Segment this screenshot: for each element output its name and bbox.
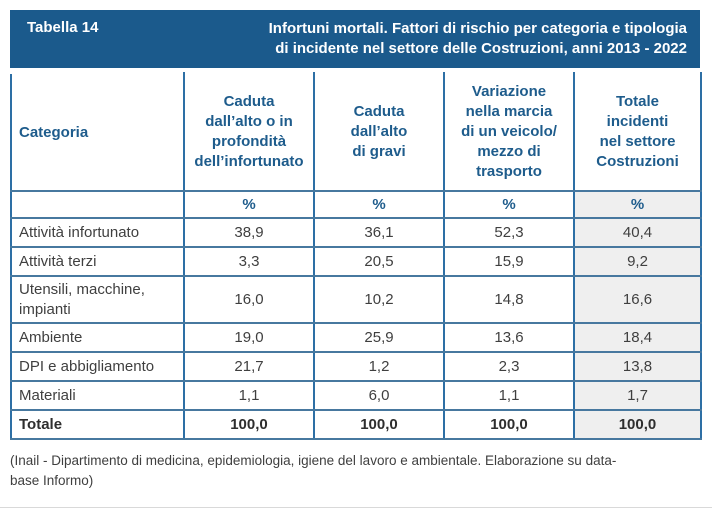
category-cell: Attività terzi <box>10 246 185 277</box>
table-row-utensili-macchine-impianti: Utensili, macchine, impianti 16,0 10,2 1… <box>10 275 702 324</box>
value-cell: 3,3 <box>183 246 315 277</box>
value-cell: 15,9 <box>443 246 575 277</box>
column-header-caduta-gravi: Caduta dall’alto di gravi <box>313 72 445 192</box>
value-cell: 19,0 <box>183 322 315 353</box>
value-cell: 100,0 <box>183 409 315 440</box>
table-row-materiali: Materiali 1,1 6,0 1,1 1,7 <box>10 380 702 411</box>
value-cell: 25,9 <box>313 322 445 353</box>
value-cell-total: 100,0 <box>573 409 702 440</box>
value-cell: 1,1 <box>183 380 315 411</box>
table-row-ambiente: Ambiente 19,0 25,9 13,6 18,4 <box>10 322 702 353</box>
category-column-header: Categoria <box>10 72 185 192</box>
value-cell-total: 16,6 <box>573 275 702 324</box>
source-note-line1: (Inail - Dipartimento di medicina, epide… <box>10 453 617 468</box>
unit-cell-total: % <box>573 190 702 219</box>
value-cell: 1,1 <box>443 380 575 411</box>
category-cell: Totale <box>10 409 185 440</box>
risk-factors-table: Categoria Caduta dall’alto o in profondi… <box>10 72 702 440</box>
value-cell: 16,0 <box>183 275 315 324</box>
value-cell: 1,2 <box>313 351 445 382</box>
column-header-variazione-marcia: Variazione nella marcia di un veicolo/ m… <box>443 72 575 192</box>
value-cell: 21,7 <box>183 351 315 382</box>
value-cell: 52,3 <box>443 217 575 248</box>
category-cell: Attività infortunato <box>10 217 185 248</box>
table-number: Tabella 14 <box>27 19 99 36</box>
unit-cell: % <box>443 190 575 219</box>
unit-cell: % <box>313 190 445 219</box>
unit-cell-empty <box>10 190 185 219</box>
page-bottom-divider <box>0 507 712 508</box>
column-header-totale-incidenti: Totale incidenti nel settore Costruzioni <box>573 72 702 192</box>
table-title-line1: Infortuni mortali. Fattori di rischio pe… <box>268 20 687 37</box>
value-cell: 13,6 <box>443 322 575 353</box>
report-table-page: Tabella 14 Infortuni mortali. Fattori di… <box>10 10 702 491</box>
unit-cell: % <box>183 190 315 219</box>
column-header-row: Categoria Caduta dall’alto o in profondi… <box>10 72 702 192</box>
value-cell: 10,2 <box>313 275 445 324</box>
source-note: (Inail - Dipartimento di medicina, epide… <box>10 451 700 491</box>
value-cell-total: 40,4 <box>573 217 702 248</box>
category-cell: Ambiente <box>10 322 185 353</box>
value-cell: 20,5 <box>313 246 445 277</box>
table-row-attivita-infortunato: Attività infortunato 38,9 36,1 52,3 40,4 <box>10 217 702 248</box>
value-cell: 14,8 <box>443 275 575 324</box>
value-cell: 2,3 <box>443 351 575 382</box>
value-cell: 38,9 <box>183 217 315 248</box>
table-title-line2: di incidente nel settore delle Costruzio… <box>275 40 687 57</box>
table-row-dpi-abbigliamento: DPI e abbigliamento 21,7 1,2 2,3 13,8 <box>10 351 702 382</box>
value-cell-total: 13,8 <box>573 351 702 382</box>
unit-row: % % % % <box>10 190 702 219</box>
table-title-band: Tabella 14 Infortuni mortali. Fattori di… <box>10 10 700 68</box>
value-cell: 100,0 <box>443 409 575 440</box>
table-row-attivita-terzi: Attività terzi 3,3 20,5 15,9 9,2 <box>10 246 702 277</box>
value-cell-total: 1,7 <box>573 380 702 411</box>
value-cell: 6,0 <box>313 380 445 411</box>
column-header-caduta-alto-profondita: Caduta dall’alto o in profondità dell’in… <box>183 72 315 192</box>
category-cell: Utensili, macchine, impianti <box>10 275 185 324</box>
table-title: Infortuni mortali. Fattori di rischio pe… <box>269 19 687 59</box>
value-cell: 36,1 <box>313 217 445 248</box>
value-cell-total: 18,4 <box>573 322 702 353</box>
category-cell: DPI e abbigliamento <box>10 351 185 382</box>
category-cell: Materiali <box>10 380 185 411</box>
source-note-line2: base Informo) <box>10 473 94 488</box>
table-row-totale: Totale 100,0 100,0 100,0 100,0 <box>10 409 702 440</box>
value-cell: 100,0 <box>313 409 445 440</box>
value-cell-total: 9,2 <box>573 246 702 277</box>
